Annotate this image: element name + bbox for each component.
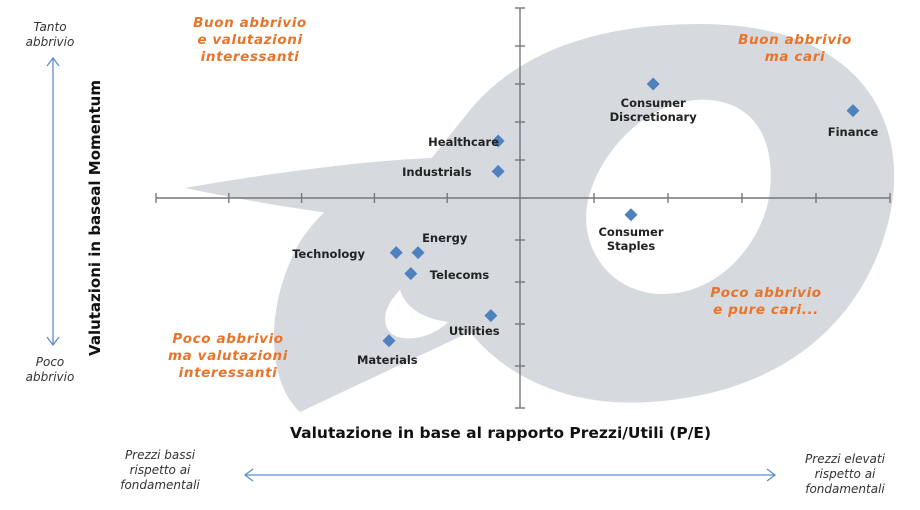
x-axis-label: Valutazione in base al rapporto Prezzi/U… bbox=[290, 424, 712, 442]
point-label: Finance bbox=[827, 124, 879, 139]
arrowhead bbox=[46, 56, 60, 67]
point-label: Telecoms bbox=[429, 267, 490, 282]
point-label: Consumer Discretionary bbox=[609, 96, 697, 124]
data-point bbox=[491, 134, 505, 148]
point-label: Energy bbox=[422, 230, 468, 245]
data-point bbox=[624, 208, 638, 222]
data-point bbox=[382, 334, 396, 348]
arrowhead bbox=[243, 468, 254, 482]
quadrant-bottom-left: Poco abbrivio ma valutazioni interessant… bbox=[168, 331, 288, 381]
axes bbox=[155, 7, 891, 409]
y-extreme-top: Tanto abbrivio bbox=[25, 20, 75, 49]
data-point bbox=[484, 309, 498, 323]
point-label: Industrials bbox=[402, 165, 472, 180]
quadrant-top-right: Buon abbrivio ma cari bbox=[738, 32, 852, 65]
axis-arrows bbox=[46, 56, 777, 482]
arrowhead bbox=[766, 468, 777, 482]
quadrant-top-left: Buon abbrivio e valutazioni interessanti bbox=[193, 15, 307, 65]
arrowhead bbox=[46, 336, 60, 347]
watermark-logo bbox=[185, 24, 895, 412]
data-point bbox=[846, 104, 860, 118]
data-point bbox=[646, 77, 660, 91]
y-extreme-bottom: Poco abbrivio bbox=[25, 355, 75, 384]
point-label: Utilities bbox=[448, 323, 500, 338]
data-point bbox=[389, 246, 403, 260]
y-axis-label: Valutazioni in baseal Momentum bbox=[86, 80, 104, 356]
point-label: Materials bbox=[356, 352, 418, 367]
point-label: Healthcare bbox=[428, 135, 500, 149]
data-point bbox=[404, 267, 418, 281]
point-label: Consumer Staples bbox=[598, 224, 664, 253]
point-label: Technology bbox=[292, 246, 366, 261]
quadrant-bottom-right: Poco abbrivio e pure cari... bbox=[710, 285, 822, 318]
data-markers bbox=[382, 77, 860, 348]
data-point bbox=[411, 246, 425, 260]
x-extreme-left: Prezzi bassi rispetto ai fondamentali bbox=[120, 448, 200, 492]
x-extreme-right: Prezzi elevati rispetto ai fondamentali bbox=[805, 452, 885, 496]
data-point bbox=[491, 164, 505, 178]
